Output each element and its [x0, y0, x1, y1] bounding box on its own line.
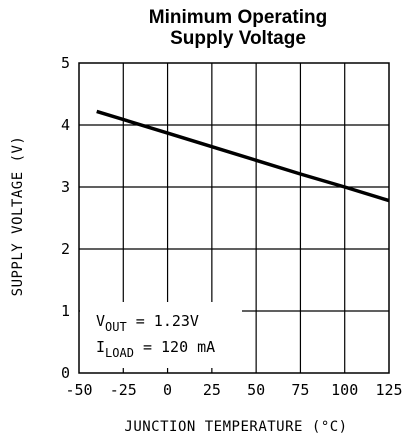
annotation-iload-value: = 120 mA	[134, 338, 215, 356]
y-tick-label-4: 4	[61, 116, 70, 134]
annotation-iload-symbol: I	[96, 338, 105, 356]
x-tick-label-4: 50	[247, 381, 265, 399]
annotation-iload-subscript: LOAD	[105, 346, 134, 360]
y-tick-label-5: 5	[61, 54, 70, 72]
annotation-iload: ILOAD = 120 mA	[96, 338, 215, 360]
x-tick-label-1: -25	[110, 381, 137, 399]
annotation-vout-value: = 1.23V	[127, 312, 199, 330]
plot-frame	[78, 62, 390, 374]
annotation-vout-symbol: V	[96, 312, 105, 330]
tick-labels: -50 -25 0 25 50 75 100 125 0 1 2 3 4 5	[61, 54, 403, 399]
chart-title-line-2: Supply Voltage	[170, 28, 306, 49]
y-tick-label-2: 2	[61, 240, 70, 258]
x-tick-label-7: 125	[375, 381, 402, 399]
x-tick-label-3: 25	[203, 381, 221, 399]
x-tick-label-0: -50	[65, 381, 92, 399]
x-tick-label-6: 100	[331, 381, 358, 399]
x-tick-label-5: 75	[291, 381, 309, 399]
annotation-vout: VOUT = 1.23V	[96, 312, 199, 334]
annotation-vout-subscript: OUT	[105, 320, 127, 334]
x-tick-label-2: 0	[163, 381, 172, 399]
y-axis-label: SUPPLY VOLTAGE (V)	[10, 136, 26, 297]
y-tick-label-0: 0	[61, 364, 70, 382]
y-tick-label-3: 3	[61, 178, 70, 196]
series-line	[96, 109, 390, 203]
x-axis-label: JUNCTION TEMPERATURE (°C)	[124, 419, 347, 435]
y-tick-label-1: 1	[61, 302, 70, 320]
chart-title-line-1: Minimum Operating	[149, 7, 327, 28]
annotation-background	[80, 302, 242, 368]
